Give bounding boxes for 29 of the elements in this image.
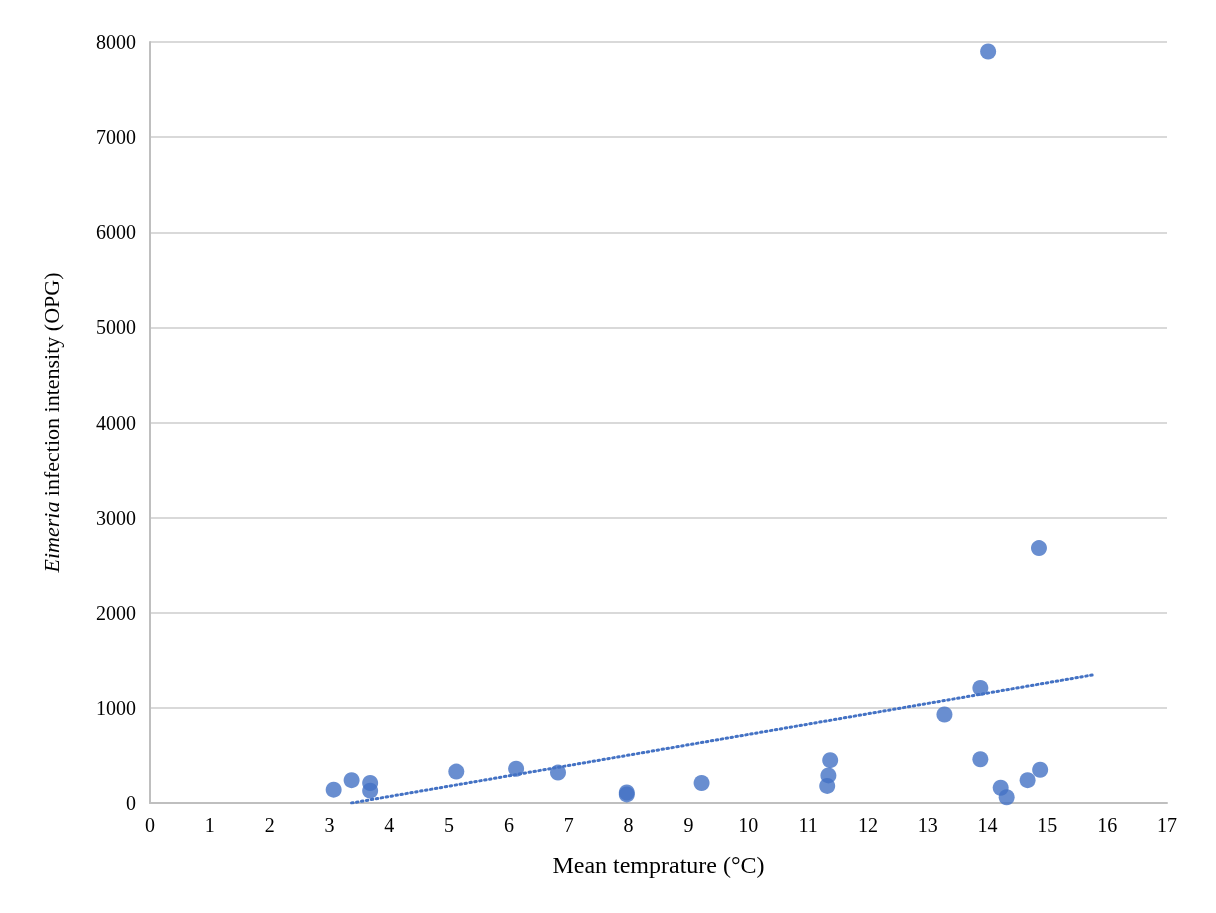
y-tick-label: 6000	[96, 221, 136, 244]
y-tick-label: 4000	[96, 411, 136, 434]
x-tick-label: 5	[444, 814, 455, 836]
x-tick-label: 0	[145, 814, 155, 836]
y-tick-label: 0	[126, 792, 136, 814]
x-tick-label: 13	[917, 814, 938, 836]
y-tick-label: 2000	[96, 601, 136, 624]
x-tick-label: 14	[977, 814, 998, 836]
y-tick-label: 7000	[96, 126, 136, 149]
x-tick-label: 12	[857, 814, 878, 836]
x-tick-label: 15	[1037, 814, 1058, 836]
x-tick-label: 2	[264, 814, 275, 836]
x-tick-label: 10	[738, 814, 759, 836]
x-tick-label: 9	[683, 814, 694, 836]
x-tick-label: 3	[324, 814, 335, 836]
x-axis-title: Mean temprature (°C)	[552, 852, 765, 878]
x-tick-label: 11	[798, 814, 818, 836]
y-axis-title: Eimeria infection intensity (OPG)	[38, 272, 64, 574]
y-tick-label: 5000	[96, 316, 136, 339]
y-tick-label: 8000	[96, 31, 136, 53]
x-tick-label: 8	[623, 814, 634, 836]
x-tick-label: 16	[1097, 814, 1118, 836]
x-tick-label: 4	[384, 814, 395, 836]
y-tick-label: 3000	[96, 506, 136, 529]
y-tick-label: 1000	[96, 696, 136, 719]
x-tick-label: 7	[563, 814, 574, 836]
x-tick-label: 1	[204, 814, 215, 836]
x-tick-label: 6	[503, 814, 514, 836]
x-tick-label: 17	[1157, 814, 1177, 836]
